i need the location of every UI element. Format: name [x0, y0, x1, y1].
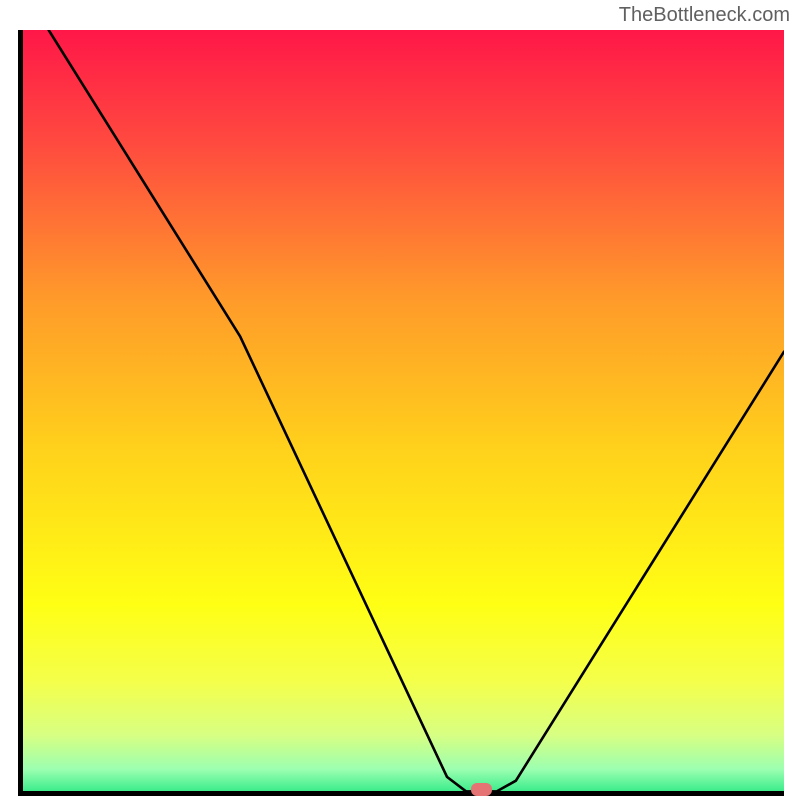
optimal-marker	[471, 783, 492, 796]
curve-path	[49, 30, 784, 791]
chart-root: TheBottleneck.com	[0, 0, 800, 800]
bottleneck-curve	[18, 30, 784, 796]
plot-area	[18, 30, 784, 796]
watermark: TheBottleneck.com	[619, 4, 790, 27]
